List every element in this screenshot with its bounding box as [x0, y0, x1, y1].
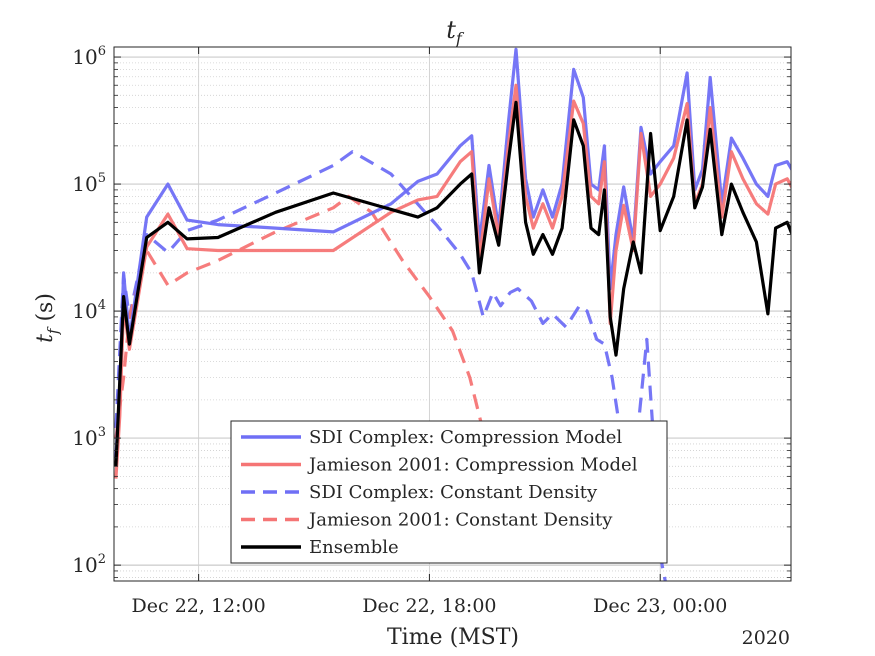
- x-axis-label: Time (MST): [387, 625, 519, 650]
- x-tick-label: Dec 22, 18:00: [362, 595, 496, 617]
- chart-title: tf: [446, 16, 465, 48]
- plot-area: [114, 47, 791, 581]
- legend-label-0: SDI Complex: Compression Model: [309, 427, 622, 448]
- legend-label-1: Jamieson 2001: Compression Model: [307, 455, 638, 476]
- y-tick-label: 106: [72, 44, 106, 69]
- legend-label-4: Ensemble: [309, 537, 399, 558]
- legend-label-3: Jamieson 2001: Constant Density: [307, 510, 613, 531]
- series-line-1: [114, 83, 791, 479]
- y-axis-label: tf (s): [33, 293, 62, 343]
- series-line-0: [114, 47, 791, 458]
- y-tick-label: 105: [72, 171, 106, 196]
- series-line-2: [114, 150, 667, 581]
- y-tick-label: 104: [72, 298, 106, 323]
- grid: [114, 47, 791, 581]
- legend-label-2: SDI Complex: Constant Density: [309, 482, 598, 503]
- series-line-3: [114, 194, 489, 459]
- x-tick-label: Dec 23, 00:00: [593, 595, 727, 617]
- series-line-4: [114, 100, 791, 467]
- legend: SDI Complex: Compression Model Jamieson 2…: [230, 420, 668, 564]
- legend-box: [230, 420, 668, 564]
- axes-box: [113, 46, 792, 582]
- x-tick-label: Dec 22, 12:00: [132, 595, 266, 617]
- y-tick-label: 102: [72, 552, 106, 577]
- year-label: 2020: [742, 627, 790, 649]
- y-tick-label: 103: [72, 425, 106, 450]
- ticks: 102 103 104 105 106 Dec 22, 12:00 Dec 22, 18:0…: [72, 44, 791, 617]
